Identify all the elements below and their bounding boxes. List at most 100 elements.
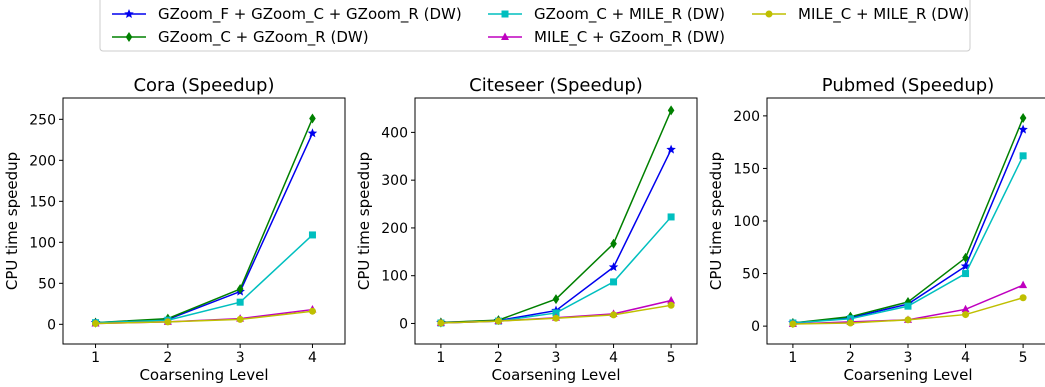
data-point xyxy=(904,296,912,307)
data-point xyxy=(667,301,675,309)
chart-title: Cora (Speedup) xyxy=(133,75,274,96)
data-point xyxy=(962,311,970,319)
data-point xyxy=(961,304,970,313)
data-point xyxy=(308,231,316,239)
x-tick-label: 4 xyxy=(961,350,970,366)
y-tick-label: 0 xyxy=(47,317,56,333)
legend-entry: GZoom_C + GZoom_R (DW) xyxy=(112,28,369,47)
x-tick-label: 3 xyxy=(552,350,561,366)
series-line xyxy=(95,132,314,324)
series-line xyxy=(440,110,672,324)
x-axis-label: Coarsening Level xyxy=(139,366,268,384)
data-point xyxy=(904,302,912,310)
data-point xyxy=(667,213,675,221)
data-point xyxy=(236,298,244,306)
legend-entry: GZoom_C + MILE_R (DW) xyxy=(488,5,725,24)
data-point xyxy=(1019,294,1027,302)
data-point xyxy=(610,238,617,249)
data-point xyxy=(789,320,797,328)
y-tick-label: 100 xyxy=(733,214,760,230)
legend: GZoom_F + GZoom_C + GZoom_R (DW) GZoom_C … xyxy=(99,0,971,52)
y-tick-label: 150 xyxy=(29,194,56,210)
legend-label: MILE_C + MILE_R (DW) xyxy=(798,5,969,24)
x-axis-label: Coarsening Level xyxy=(491,366,620,384)
x-tick-label: 1 xyxy=(788,350,797,366)
x-tick-label: 2 xyxy=(163,350,172,366)
data-point xyxy=(309,113,316,124)
data-point xyxy=(164,318,172,326)
x-tick-label: 2 xyxy=(846,350,855,366)
x-tick-label: 1 xyxy=(436,350,445,366)
y-tick-label: 400 xyxy=(381,125,408,141)
x-tick-label: 3 xyxy=(904,350,913,366)
legend-label: GZoom_F + GZoom_C + GZoom_R (DW) xyxy=(158,5,462,24)
data-point xyxy=(1019,280,1028,289)
series xyxy=(92,113,316,328)
data-point xyxy=(962,252,969,263)
y-tick-label: 0 xyxy=(751,319,760,335)
data-point xyxy=(904,316,912,324)
y-tick-label: 50 xyxy=(38,276,56,292)
legend-entry: MILE_C + MILE_R (DW) xyxy=(752,5,969,24)
y-axis-label: CPU time speedup xyxy=(707,152,725,290)
y-tick-label: 0 xyxy=(399,316,408,332)
legend-marker-star xyxy=(124,9,134,19)
chart-title: Pubmed (Speedup) xyxy=(822,75,994,96)
data-point xyxy=(960,261,971,271)
chart-panel: Pubmed (Speedup)1 2 3 4 5050100150200Coarsen… xyxy=(707,75,1045,384)
x-tick-label: 4 xyxy=(308,350,317,366)
x-tick-label: 3 xyxy=(236,350,245,366)
series-line xyxy=(95,118,314,324)
x-tick-label: 5 xyxy=(1019,350,1028,366)
series xyxy=(92,231,316,327)
y-tick-label: 50 xyxy=(742,267,760,283)
data-point xyxy=(610,278,618,286)
series-line xyxy=(95,310,313,325)
legend-label: GZoom_C + GZoom_R (DW) xyxy=(158,28,369,47)
data-point xyxy=(1018,124,1028,134)
data-point xyxy=(437,319,445,327)
y-tick-label: 300 xyxy=(381,173,408,189)
y-tick-label: 150 xyxy=(733,161,760,177)
legend-marker-triangle xyxy=(501,32,509,40)
data-point xyxy=(92,320,100,327)
legend-label: GZoom_C + MILE_R (DW) xyxy=(534,5,725,24)
legend-label: MILE_C + GZoom_R (DW) xyxy=(534,28,725,47)
data-point xyxy=(552,294,560,305)
data-point xyxy=(667,296,676,304)
x-tick-label: 1 xyxy=(91,350,100,366)
legend-entry: MILE_C + GZoom_R (DW) xyxy=(488,28,725,47)
x-tick-label: 4 xyxy=(609,350,618,366)
data-point xyxy=(666,144,676,154)
y-tick-label: 200 xyxy=(29,153,56,169)
series-line xyxy=(95,234,313,324)
series xyxy=(789,294,1027,328)
data-point xyxy=(308,307,316,315)
y-tick-label: 200 xyxy=(381,221,408,237)
y-axis-label: CPU time speedup xyxy=(3,152,21,290)
y-tick-label: 100 xyxy=(381,269,408,285)
x-axis-label: Coarsening Level xyxy=(843,366,972,384)
data-point xyxy=(962,270,970,278)
data-point xyxy=(1019,152,1027,160)
data-point xyxy=(552,314,560,322)
data-point xyxy=(307,128,318,138)
data-point xyxy=(236,315,244,323)
chart-panels: Cora (Speedup)1 2 3 4050100150200250Coarsen… xyxy=(3,75,1045,384)
legend-marker-square xyxy=(501,10,509,18)
legend-marker-circle xyxy=(765,10,773,18)
series xyxy=(90,128,318,327)
x-tick-label: 5 xyxy=(667,350,676,366)
y-tick-label: 100 xyxy=(29,235,56,251)
data-point xyxy=(236,284,244,295)
legend-entry: GZoom_F + GZoom_C + GZoom_R (DW) xyxy=(112,5,462,24)
data-point xyxy=(1019,112,1027,123)
data-point xyxy=(608,262,619,272)
y-tick-label: 250 xyxy=(29,112,56,128)
chart-title: Citeseer (Speedup) xyxy=(469,75,643,96)
y-axis-label: CPU time speedup xyxy=(355,152,373,290)
x-tick-label: 2 xyxy=(494,350,503,366)
series xyxy=(437,301,675,327)
series xyxy=(788,124,1028,328)
